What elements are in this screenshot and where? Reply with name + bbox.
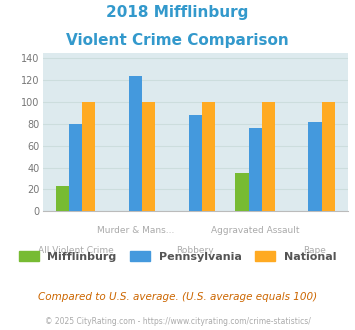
Text: Compared to U.S. average. (U.S. average equals 100): Compared to U.S. average. (U.S. average …: [38, 292, 317, 302]
Bar: [82, 102, 95, 211]
Bar: [202, 102, 215, 211]
Bar: [308, 122, 322, 211]
Text: Murder & Mans...: Murder & Mans...: [97, 226, 174, 235]
Bar: [322, 102, 335, 211]
Legend: Mifflinburg, Pennsylvania, National: Mifflinburg, Pennsylvania, National: [18, 251, 337, 262]
Text: Aggravated Assault: Aggravated Assault: [211, 226, 299, 235]
Text: Violent Crime Comparison: Violent Crime Comparison: [66, 33, 289, 48]
Text: 2018 Mifflinburg: 2018 Mifflinburg: [106, 5, 249, 20]
Text: All Violent Crime: All Violent Crime: [38, 246, 113, 255]
Bar: [142, 102, 155, 211]
Bar: [56, 186, 69, 211]
Bar: [69, 124, 82, 211]
Text: Rape: Rape: [304, 246, 326, 255]
Bar: [235, 173, 248, 211]
Bar: [248, 128, 262, 211]
Text: Robbery: Robbery: [176, 246, 214, 255]
Bar: [262, 102, 275, 211]
Bar: [189, 115, 202, 211]
Bar: [129, 76, 142, 211]
Text: © 2025 CityRating.com - https://www.cityrating.com/crime-statistics/: © 2025 CityRating.com - https://www.city…: [45, 317, 310, 326]
